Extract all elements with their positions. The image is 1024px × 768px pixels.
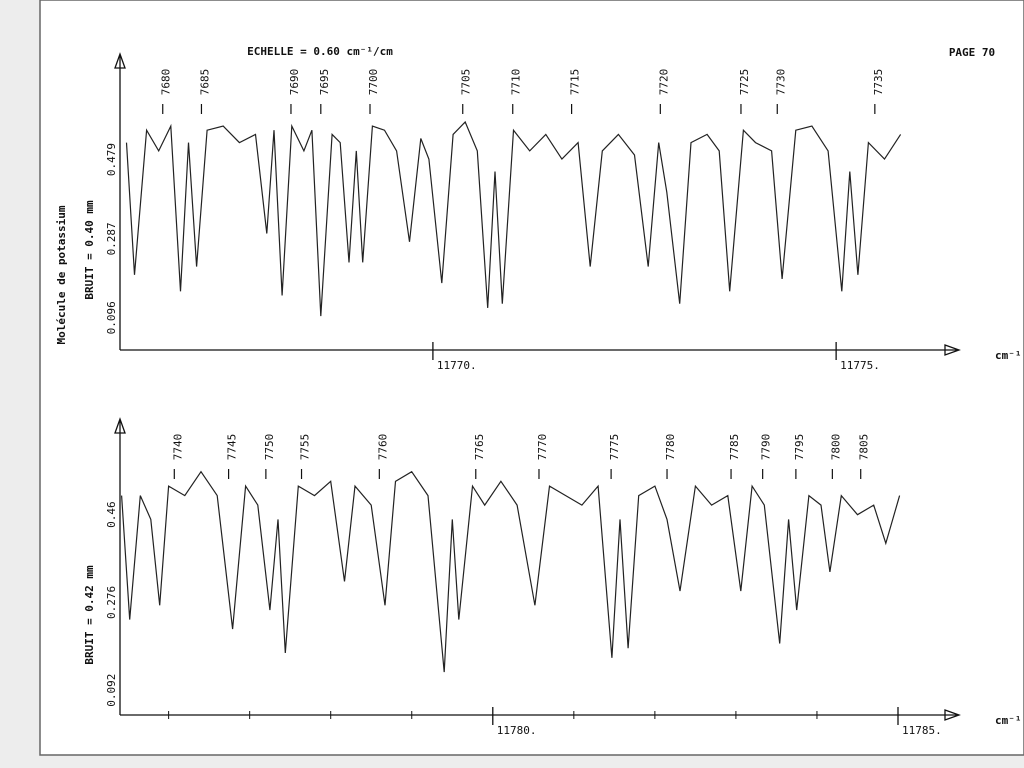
- line-number: 7770: [536, 434, 549, 461]
- line-number: 7760: [376, 434, 389, 461]
- line-number: 7720: [657, 69, 670, 96]
- line-number: 7690: [288, 69, 301, 96]
- line-number: 7680: [160, 69, 173, 96]
- line-number: 7795: [793, 434, 806, 461]
- y-tick-label: 0.479: [105, 143, 118, 176]
- line-number: 7800: [829, 434, 842, 461]
- y-arrow: [114, 52, 126, 69]
- y-label: BRUIT = 0.40 mm: [83, 200, 96, 300]
- line-number: 7765: [473, 434, 486, 461]
- scale-label: ECHELLE = 0.60 cm⁻¹/cm: [247, 45, 393, 58]
- line-number: 7710: [510, 69, 523, 96]
- line-number: 7695: [318, 69, 331, 96]
- y-tick-label: 0.092: [105, 674, 118, 707]
- line-number: 7805: [858, 434, 871, 461]
- paper: [39, 0, 1024, 756]
- line-number: 7735: [872, 69, 885, 96]
- line-number: 7705: [460, 69, 473, 96]
- molecule-label: Molécule de potassium: [55, 205, 68, 344]
- line-number: 7745: [226, 434, 239, 461]
- spectrum-trace: [125, 120, 902, 317]
- line-number: 7740: [171, 434, 184, 461]
- x-tick-label: 11770.: [437, 359, 477, 372]
- y-tick-label: 0.096: [105, 301, 118, 334]
- line-number: 7755: [299, 434, 312, 461]
- x-tick-label: 11785.: [902, 724, 942, 737]
- line-number: 7730: [774, 69, 787, 96]
- line-number: 7715: [569, 69, 582, 96]
- line-number: 7780: [664, 434, 677, 461]
- y-arrow: [114, 417, 126, 434]
- x-unit: cm⁻¹: [995, 349, 1022, 362]
- line-number: 7750: [263, 434, 276, 461]
- y-tick-label: 0.276: [105, 586, 118, 619]
- y-tick-label: 0.46: [105, 501, 118, 528]
- x-tick-label: 11775.: [840, 359, 880, 372]
- spectrum-trace: [121, 470, 901, 673]
- page-number: PAGE 70: [949, 46, 995, 59]
- y-tick-label: 0.287: [105, 222, 118, 255]
- line-number: 7685: [198, 69, 211, 96]
- x-arrow: [944, 344, 961, 356]
- line-number: 7790: [760, 434, 773, 461]
- line-number: 7785: [728, 434, 741, 461]
- line-number: 7775: [608, 434, 621, 461]
- line-number: 7725: [738, 69, 751, 96]
- x-unit: cm⁻¹: [995, 714, 1022, 727]
- x-tick-label: 11780.: [497, 724, 537, 737]
- x-arrow: [944, 709, 961, 721]
- y-label: BRUIT = 0.42 mm: [83, 565, 96, 665]
- line-number: 7700: [367, 69, 380, 96]
